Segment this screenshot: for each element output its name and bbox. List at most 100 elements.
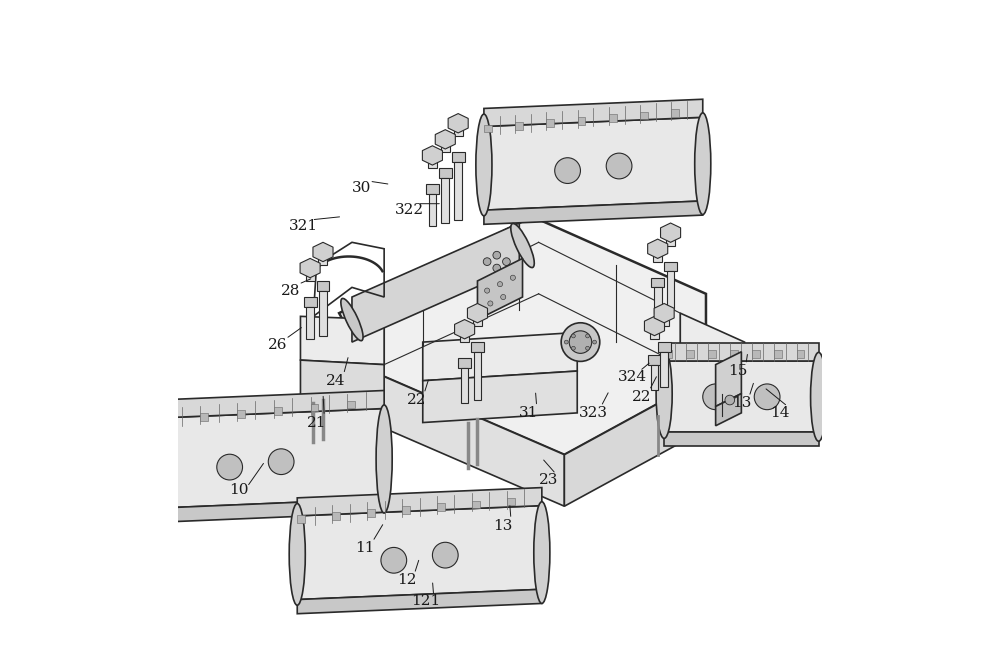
Bar bbox=[515, 122, 523, 130]
Bar bbox=[666, 233, 675, 246]
Polygon shape bbox=[297, 505, 542, 600]
Bar bbox=[648, 355, 661, 364]
Bar bbox=[439, 168, 452, 178]
Text: 24: 24 bbox=[326, 374, 346, 388]
Polygon shape bbox=[664, 361, 819, 432]
Bar bbox=[429, 194, 436, 226]
Bar bbox=[664, 351, 672, 358]
Ellipse shape bbox=[510, 275, 515, 280]
Bar bbox=[460, 329, 469, 342]
Bar bbox=[797, 351, 804, 358]
Bar bbox=[664, 261, 677, 271]
Ellipse shape bbox=[488, 301, 493, 306]
Bar bbox=[609, 114, 617, 122]
Ellipse shape bbox=[593, 340, 597, 344]
Polygon shape bbox=[422, 146, 442, 165]
Bar bbox=[686, 351, 694, 358]
Polygon shape bbox=[648, 239, 668, 258]
Bar bbox=[441, 140, 450, 152]
Polygon shape bbox=[716, 394, 741, 426]
Text: 23: 23 bbox=[539, 473, 558, 488]
Ellipse shape bbox=[569, 331, 592, 353]
Polygon shape bbox=[448, 113, 468, 133]
Bar bbox=[752, 351, 760, 358]
Bar bbox=[660, 351, 668, 387]
Polygon shape bbox=[297, 488, 542, 516]
Bar bbox=[306, 268, 315, 281]
Bar bbox=[671, 109, 679, 117]
Bar bbox=[306, 306, 314, 339]
Text: 14: 14 bbox=[770, 406, 790, 420]
Ellipse shape bbox=[754, 384, 780, 409]
Bar bbox=[730, 351, 738, 358]
Ellipse shape bbox=[511, 224, 534, 267]
Polygon shape bbox=[484, 117, 703, 210]
Polygon shape bbox=[423, 371, 577, 422]
Ellipse shape bbox=[561, 323, 600, 361]
Bar bbox=[297, 515, 305, 523]
Bar bbox=[654, 288, 662, 313]
Text: 10: 10 bbox=[230, 483, 249, 497]
Bar bbox=[578, 117, 585, 125]
Bar bbox=[454, 162, 462, 220]
Ellipse shape bbox=[586, 346, 589, 350]
Bar bbox=[318, 252, 327, 265]
Polygon shape bbox=[300, 360, 384, 406]
Polygon shape bbox=[484, 201, 703, 224]
Bar bbox=[640, 111, 648, 119]
Polygon shape bbox=[300, 316, 384, 364]
Polygon shape bbox=[716, 351, 741, 406]
Polygon shape bbox=[297, 589, 542, 614]
Text: 321: 321 bbox=[289, 219, 318, 233]
Bar bbox=[484, 125, 492, 132]
Bar bbox=[471, 342, 484, 351]
Bar bbox=[507, 497, 515, 505]
Text: 324: 324 bbox=[617, 370, 647, 385]
Bar bbox=[200, 413, 208, 421]
Bar bbox=[474, 351, 481, 400]
Bar bbox=[332, 512, 340, 520]
Bar bbox=[774, 351, 782, 358]
Ellipse shape bbox=[376, 405, 392, 513]
Bar bbox=[651, 364, 658, 391]
Text: 22: 22 bbox=[632, 390, 651, 404]
Bar bbox=[653, 249, 662, 261]
Polygon shape bbox=[127, 499, 384, 524]
Text: 13: 13 bbox=[732, 396, 751, 410]
Bar bbox=[667, 271, 674, 310]
Bar bbox=[461, 368, 468, 403]
Ellipse shape bbox=[432, 542, 458, 568]
Text: 15: 15 bbox=[728, 364, 748, 378]
Bar bbox=[127, 419, 134, 427]
Bar bbox=[428, 155, 437, 168]
Text: 12: 12 bbox=[397, 573, 416, 587]
Bar bbox=[458, 358, 471, 368]
Text: 31: 31 bbox=[519, 406, 539, 420]
Polygon shape bbox=[313, 243, 333, 261]
Bar bbox=[347, 401, 355, 408]
Ellipse shape bbox=[341, 299, 363, 341]
Text: 26: 26 bbox=[268, 338, 288, 352]
Bar bbox=[658, 342, 671, 351]
Bar bbox=[163, 416, 171, 424]
Polygon shape bbox=[339, 216, 706, 454]
Ellipse shape bbox=[493, 264, 501, 272]
Polygon shape bbox=[564, 378, 706, 506]
Text: 323: 323 bbox=[579, 406, 608, 420]
Polygon shape bbox=[644, 316, 665, 336]
Text: 22: 22 bbox=[407, 393, 426, 407]
Ellipse shape bbox=[534, 502, 550, 604]
Bar bbox=[237, 410, 245, 418]
Ellipse shape bbox=[811, 352, 827, 441]
Bar bbox=[660, 313, 669, 326]
Bar bbox=[317, 281, 329, 291]
Bar bbox=[472, 501, 480, 509]
Ellipse shape bbox=[586, 334, 589, 338]
Text: 21: 21 bbox=[307, 415, 326, 430]
Text: 30: 30 bbox=[352, 181, 371, 194]
Polygon shape bbox=[127, 391, 384, 419]
Bar bbox=[452, 152, 465, 162]
Polygon shape bbox=[435, 130, 455, 149]
Polygon shape bbox=[654, 303, 674, 323]
Polygon shape bbox=[352, 223, 519, 342]
